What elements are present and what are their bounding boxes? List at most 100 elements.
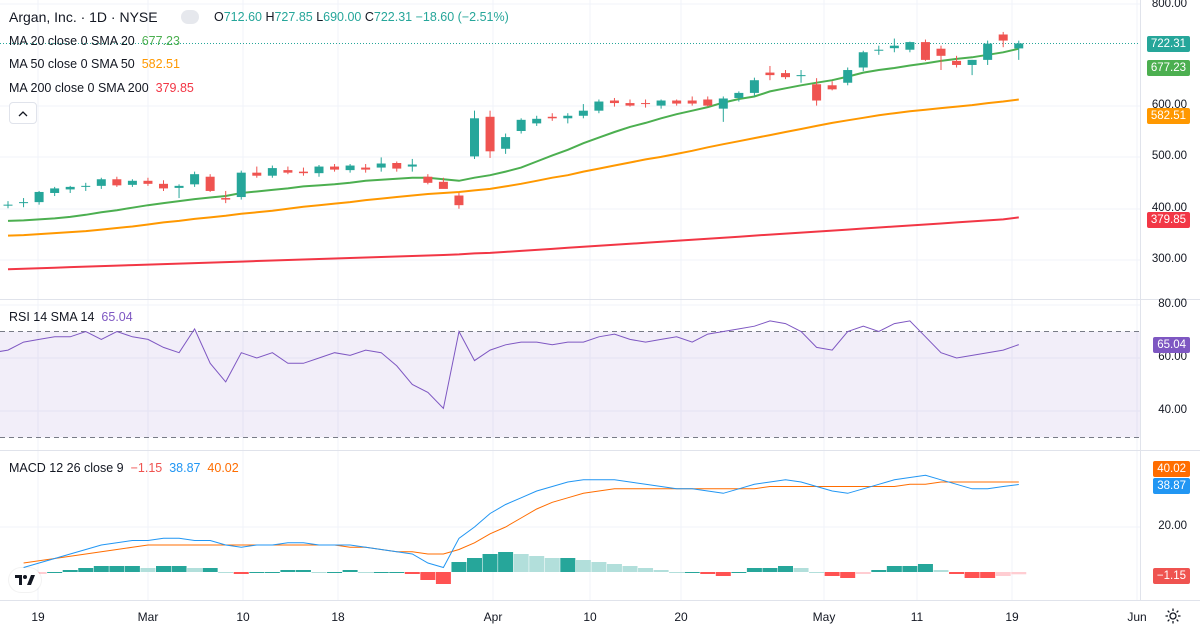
candle-body	[594, 101, 604, 111]
candle	[65, 185, 75, 193]
macd-hist-bar	[404, 572, 420, 574]
candle-body	[796, 75, 806, 77]
macd-hist-bar	[156, 566, 171, 572]
rsi-label: RSI 14 SMA 14	[9, 310, 95, 324]
candle-body	[81, 185, 91, 187]
gear-icon[interactable]	[1164, 607, 1182, 625]
candle-body	[143, 180, 153, 184]
candle-body	[625, 103, 635, 106]
time-tick: 19	[31, 610, 45, 624]
macd-hist-bar	[435, 572, 451, 584]
macd-hist-bar	[233, 572, 249, 574]
price-tick: 500.00	[1151, 150, 1187, 162]
candle	[703, 96, 713, 107]
candle-body	[687, 100, 697, 104]
macd-legend[interactable]: MACD 12 26 close 9 −1.15 38.87 40.02	[9, 461, 239, 475]
macd-hist-bar	[482, 554, 498, 572]
symbol-legend: Argan, Inc. · 1D · NYSE	[9, 9, 158, 25]
macd-hist-bar	[746, 568, 762, 572]
time-tick: 18	[331, 610, 345, 624]
rsi-legend[interactable]: RSI 14 SMA 14 65.04	[9, 310, 133, 324]
candle-body	[221, 198, 231, 200]
macd-hist-bar	[638, 568, 654, 572]
candle	[858, 50, 868, 72]
candle	[516, 118, 526, 134]
candle-body	[858, 52, 868, 68]
candle	[96, 177, 106, 189]
symbol-title[interactable]: Argan, Inc. · 1D · NYSE	[9, 9, 158, 25]
candle-body	[874, 49, 884, 51]
candle-body	[563, 115, 573, 119]
ma200-price-label: 379.85	[1146, 212, 1190, 228]
rsi-price-label: 65.04	[1153, 337, 1190, 353]
candle-body	[65, 186, 75, 190]
macd-hist-bar	[933, 570, 949, 572]
candle	[687, 96, 697, 106]
macd-hist-bar	[218, 572, 234, 573]
macd-hist-bar	[78, 568, 94, 572]
ma20-line	[7, 47, 1020, 222]
macd-hist-price-label: −1.15	[1152, 568, 1190, 584]
candle-body	[516, 119, 526, 131]
candle	[594, 99, 604, 114]
time-tick: 11	[910, 610, 924, 624]
ma20-label: MA 20 close 0 SMA 20	[9, 34, 135, 48]
price-tick: 400.00	[1151, 202, 1187, 214]
candle	[392, 161, 402, 172]
candle-body	[330, 166, 340, 170]
macd-hist-bar	[544, 558, 560, 572]
candle	[190, 171, 200, 187]
candle-body	[547, 116, 557, 119]
macd-hist-bar	[124, 566, 140, 572]
macd-line-price-label: 38.87	[1153, 478, 1190, 494]
candle-body	[827, 85, 837, 90]
macd-hist-bar	[109, 566, 125, 572]
candle-body	[454, 195, 464, 206]
candle-body	[283, 170, 293, 173]
collapse-legend-button[interactable]	[9, 102, 37, 124]
candle	[874, 45, 884, 55]
candle-body	[392, 163, 402, 169]
candle-body	[843, 70, 853, 83]
candle-body	[609, 100, 619, 104]
ma50-legend[interactable]: MA 50 close 0 SMA 50 582.51	[9, 57, 180, 71]
macd-hist-bar	[420, 572, 436, 580]
candle-body	[485, 116, 495, 152]
candle-body	[889, 45, 899, 49]
candle-body	[703, 99, 713, 106]
macd-hist-bar	[964, 572, 980, 578]
rsi-value: 65.04	[101, 310, 133, 324]
macd-hist-bar	[917, 564, 933, 572]
time-tick: 10	[583, 610, 597, 624]
candle	[749, 77, 759, 97]
candle-body	[159, 183, 168, 189]
candle	[967, 59, 977, 76]
candle	[81, 182, 91, 191]
ma20-legend[interactable]: MA 20 close 0 SMA 20 677.23	[9, 34, 180, 48]
last-price-label: 722.31	[1146, 36, 1190, 52]
macd-hist-bar	[280, 570, 296, 572]
candle	[283, 166, 293, 175]
candle-body	[345, 165, 355, 171]
candle	[485, 110, 495, 158]
rsi-tick: 40.00	[1158, 404, 1187, 416]
tradingview-logo-icon[interactable]	[9, 568, 41, 592]
time-tick: 19	[1005, 610, 1019, 624]
macd-hist-bar	[1011, 572, 1027, 575]
macd-hist-bar	[980, 572, 996, 578]
candle-body	[34, 191, 44, 203]
candle-body	[267, 168, 277, 176]
rsi-line	[0, 320, 1019, 410]
visibility-toggle-icon[interactable]	[181, 10, 199, 24]
macd-hist-bar	[529, 556, 545, 572]
candle	[314, 165, 324, 177]
candle	[112, 176, 122, 187]
ma200-legend[interactable]: MA 200 close 0 SMA 200 379.85	[9, 81, 194, 95]
macd-hist-bar	[715, 572, 731, 576]
macd-hist-value: −1.15	[130, 461, 163, 475]
candle	[34, 190, 44, 205]
close-label: C	[364, 10, 374, 24]
rsi-tick: 60.00	[1158, 351, 1187, 363]
candle	[205, 174, 215, 192]
